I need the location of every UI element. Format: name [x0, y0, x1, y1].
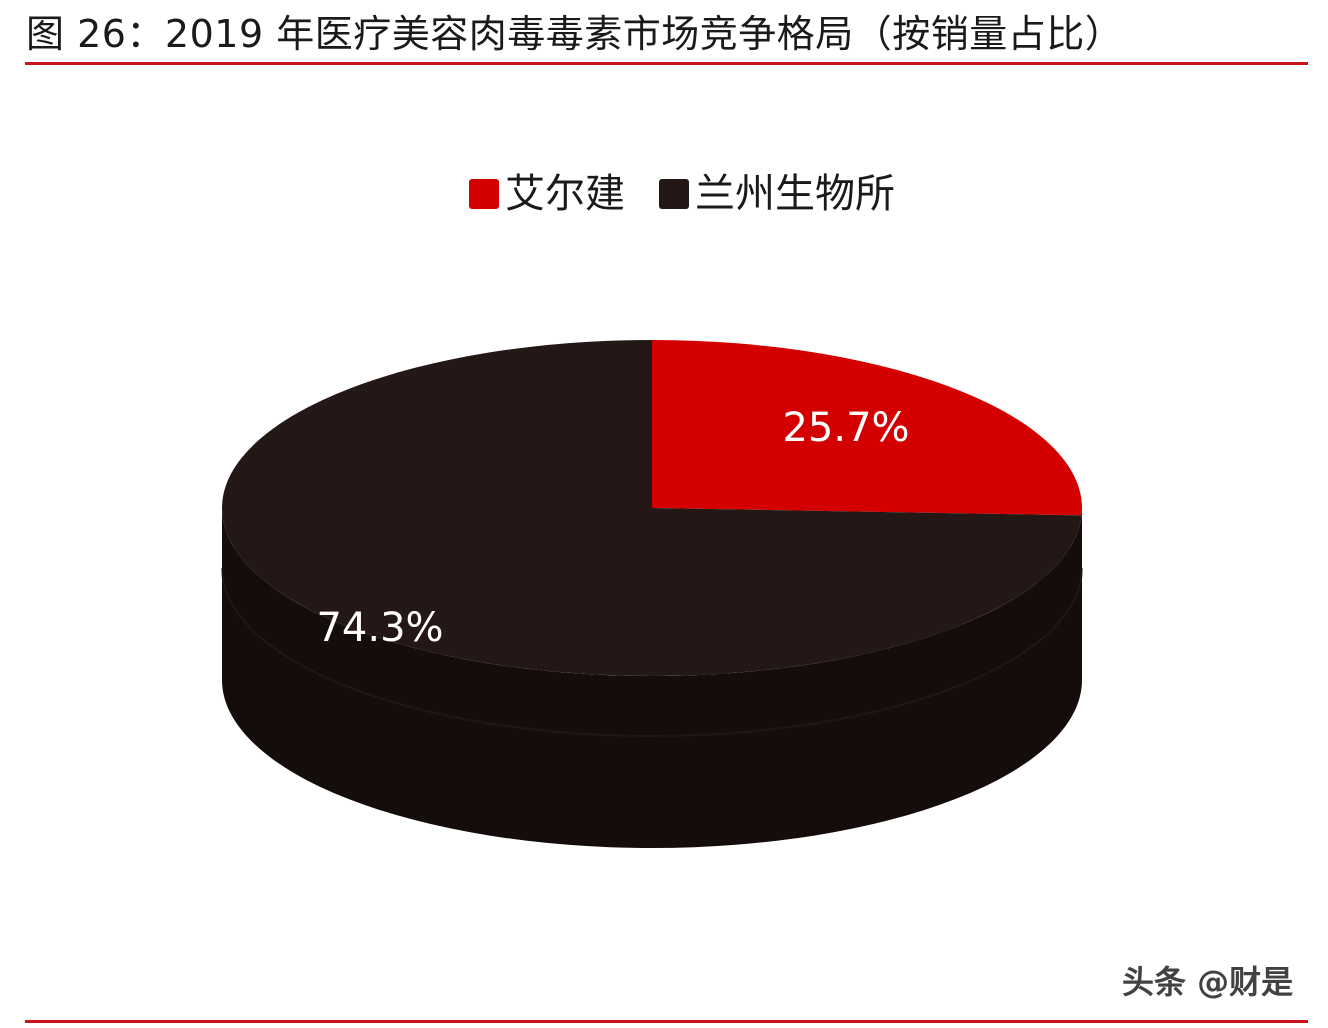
watermark-text: 头条 @财是: [1122, 963, 1294, 1001]
pie-data-label-lanzhou: 74.3%: [316, 605, 443, 651]
pie-side-wall: [222, 508, 1082, 848]
pie-side-shading: [221, 567, 1083, 737]
pie-slice-lanzhou: [221, 340, 1082, 677]
title-rule: [25, 62, 1308, 65]
legend-label-allergan: 艾尔建: [505, 171, 625, 217]
legend-item-allergan: 艾尔建: [469, 168, 625, 220]
legend-item-lanzhou: 兰州生物所: [659, 168, 895, 220]
figure-title: 图 26：2019 年医疗美容肉毒毒素市场竞争格局（按销量占比）: [26, 12, 1124, 56]
pie-slice-allergan: [652, 340, 1082, 516]
legend-swatch-lanzhou: [659, 179, 689, 209]
chart-legend: 艾尔建 兰州生物所: [18, 168, 1328, 220]
bottom-rule: [25, 1020, 1308, 1023]
legend-label-lanzhou: 兰州生物所: [695, 171, 895, 217]
legend-swatch-allergan: [469, 179, 499, 209]
pie-data-label-allergan: 25.7%: [782, 405, 909, 451]
